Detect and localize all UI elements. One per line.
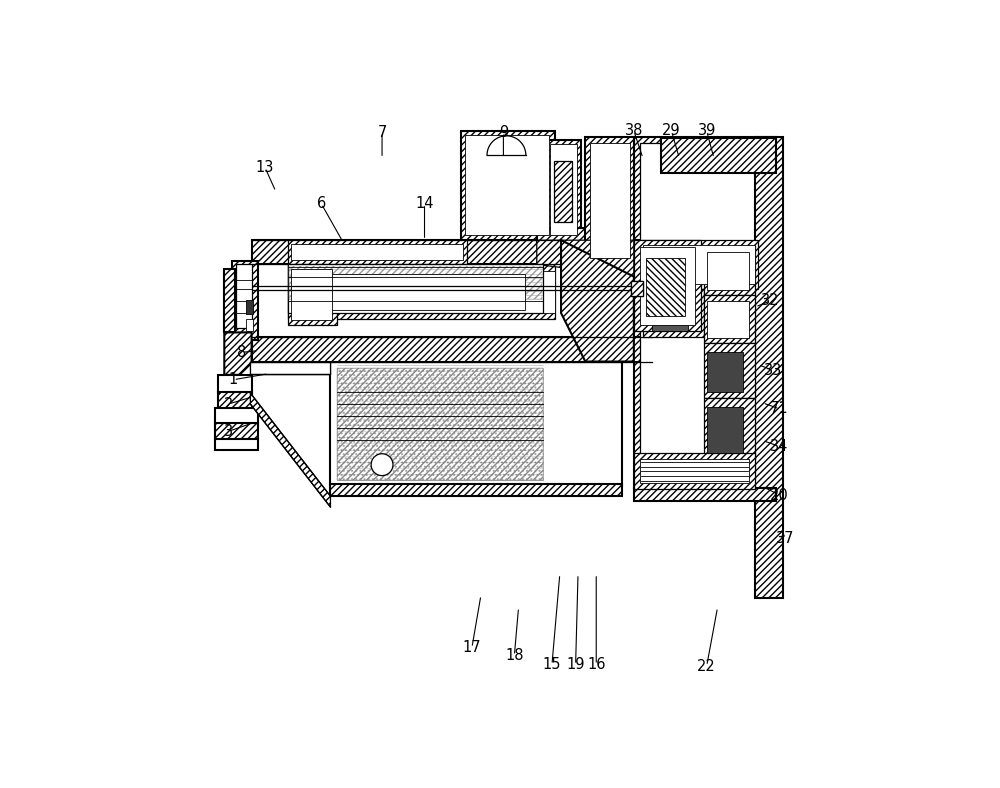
Bar — [643, 245, 755, 284]
Bar — [704, 398, 755, 459]
Text: 34: 34 — [770, 439, 789, 454]
Bar — [246, 319, 253, 331]
Text: 38: 38 — [625, 124, 643, 139]
Text: 29: 29 — [662, 124, 681, 139]
Bar — [294, 273, 525, 310]
Bar — [631, 281, 643, 296]
Bar — [646, 258, 685, 316]
Text: 13: 13 — [256, 160, 274, 175]
Bar — [704, 295, 755, 344]
Text: 33: 33 — [764, 363, 783, 378]
Bar — [661, 138, 776, 173]
Bar — [707, 301, 749, 339]
Bar — [585, 137, 634, 265]
Text: 15: 15 — [543, 657, 561, 672]
Text: 17: 17 — [463, 641, 481, 656]
Text: 8: 8 — [237, 345, 246, 360]
Bar — [634, 488, 776, 501]
Bar — [537, 228, 597, 243]
Text: 22: 22 — [697, 659, 716, 674]
Polygon shape — [250, 393, 330, 507]
Bar — [246, 299, 253, 314]
Bar — [288, 265, 337, 325]
Bar — [288, 265, 555, 319]
Bar — [252, 337, 652, 362]
Bar — [755, 137, 783, 598]
Bar — [465, 136, 549, 236]
Bar — [236, 265, 252, 328]
Text: 1: 1 — [229, 372, 238, 387]
Bar — [288, 265, 543, 313]
Text: 39: 39 — [697, 124, 716, 139]
Bar — [652, 298, 688, 331]
Text: 6: 6 — [317, 196, 326, 211]
Bar — [643, 288, 704, 337]
Bar — [640, 143, 770, 483]
Text: 32: 32 — [761, 293, 780, 308]
Bar — [218, 392, 252, 410]
Text: 14: 14 — [415, 196, 434, 211]
Text: 3: 3 — [224, 424, 233, 439]
Bar — [590, 143, 630, 258]
Polygon shape — [561, 240, 634, 362]
Bar — [232, 262, 258, 340]
Bar — [252, 240, 652, 265]
Bar — [640, 240, 758, 288]
Bar — [337, 367, 543, 480]
Circle shape — [371, 454, 393, 476]
Text: 19: 19 — [566, 657, 585, 672]
Bar — [288, 270, 555, 313]
Bar — [224, 269, 235, 333]
Bar — [215, 439, 258, 449]
Text: 9: 9 — [499, 125, 508, 139]
Bar — [218, 375, 252, 393]
Bar — [548, 140, 581, 240]
Bar — [288, 240, 467, 265]
Bar — [634, 240, 701, 331]
Bar — [289, 266, 542, 299]
Text: 37: 37 — [776, 531, 795, 546]
Bar — [330, 362, 622, 486]
Bar — [640, 459, 749, 483]
Bar — [704, 246, 755, 295]
Bar — [554, 162, 572, 222]
Text: 71: 71 — [770, 401, 789, 416]
Bar — [337, 367, 543, 480]
Polygon shape — [224, 333, 252, 375]
Text: 18: 18 — [505, 649, 524, 663]
Bar — [250, 362, 330, 374]
Bar — [634, 452, 755, 489]
Bar — [631, 281, 643, 296]
Bar — [461, 131, 555, 240]
Bar — [634, 137, 776, 489]
Bar — [215, 408, 258, 426]
Bar — [640, 247, 695, 325]
Polygon shape — [250, 362, 330, 374]
Text: 20: 20 — [770, 488, 789, 503]
Bar — [291, 269, 332, 320]
Text: 7: 7 — [377, 125, 387, 139]
Bar — [707, 252, 749, 290]
Bar — [550, 144, 577, 236]
Bar — [704, 344, 755, 398]
Bar — [707, 407, 743, 452]
Polygon shape — [537, 240, 634, 277]
Text: 16: 16 — [587, 657, 605, 672]
Bar — [330, 484, 622, 496]
Bar — [215, 423, 258, 440]
Text: 2: 2 — [224, 396, 233, 411]
Bar — [291, 244, 463, 260]
Bar — [707, 352, 743, 392]
